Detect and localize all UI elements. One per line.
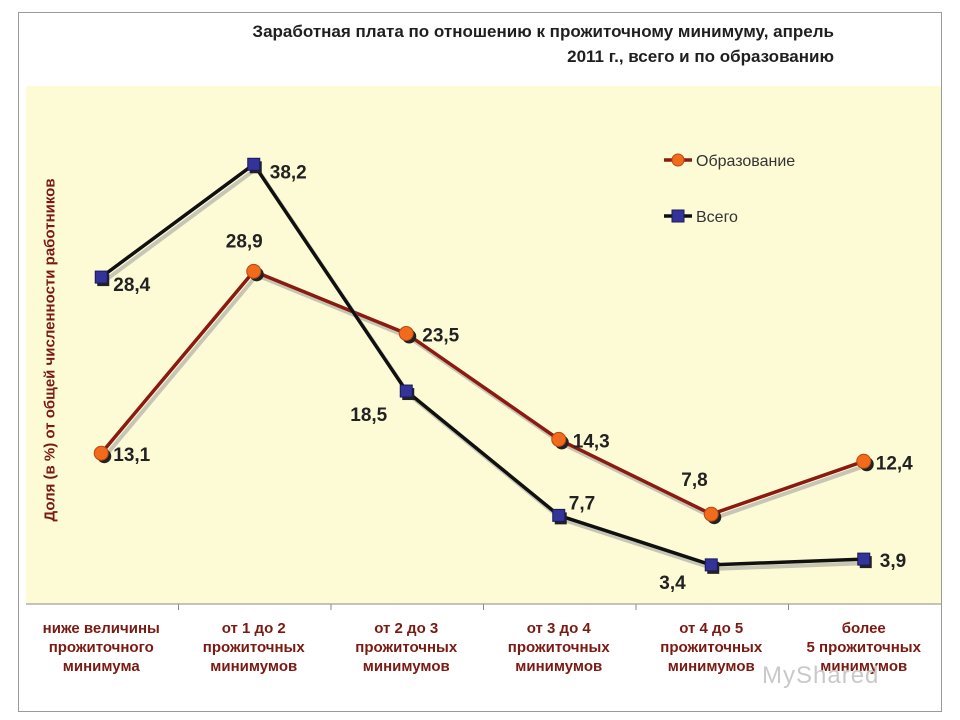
data-label: 28,9 (226, 231, 263, 252)
data-label: 23,5 (422, 325, 459, 346)
series-line (100, 162, 864, 567)
x-tick-label: более 5 прожиточных минимумов (788, 619, 940, 676)
x-tick-label-line: прожиточных (355, 639, 458, 656)
x-tick-label-line: более (841, 620, 886, 637)
x-tick-label-line: прожиточных (202, 639, 305, 656)
chart-title-line-1: Заработная плата по отношению к прожиточ… (252, 22, 834, 41)
watermark: MyShared (762, 662, 880, 689)
data-point (94, 270, 108, 284)
y-axis-label: Доля (в %) от общей численности работник… (41, 178, 59, 522)
x-tick-label: от 3 до 4 прожиточных минимумов (483, 619, 635, 676)
x-tick-label-line: минимумов (362, 658, 450, 675)
data-point (552, 508, 566, 522)
x-tick-label-line: от 3 до 4 (526, 620, 591, 637)
x-tick-label-line: от 1 до 2 (221, 620, 286, 637)
legend-label: Образование (696, 153, 795, 170)
data-label: 3,9 (880, 551, 906, 572)
plot-area (26, 86, 941, 604)
data-point (398, 325, 414, 341)
data-point (551, 431, 567, 447)
data-point (399, 384, 413, 398)
data-point (246, 263, 262, 279)
data-label: 7,7 (569, 493, 595, 514)
legend: Образование Всего (664, 153, 795, 226)
data-point (93, 445, 109, 461)
data-point (704, 558, 718, 572)
data-label: 7,8 (681, 470, 707, 491)
data-point (703, 506, 719, 522)
x-tick-label: ниже величины прожиточного минимума (25, 619, 177, 676)
x-tick-label-line: от 4 до 5 (679, 620, 744, 637)
data-point (247, 157, 261, 171)
series-line (99, 269, 865, 516)
x-tick-label-line: прожиточного (48, 639, 154, 656)
legend-marker (671, 153, 685, 167)
data-point (857, 552, 871, 566)
x-tick-label-line: прожиточных (507, 639, 610, 656)
x-tick-label-line: прожиточных (660, 639, 763, 656)
data-label: 13,1 (113, 445, 150, 466)
data-label: 3,4 (659, 573, 686, 594)
legend-marker (671, 209, 685, 223)
chart-title-line-2: 2011 г., всего и по образованию (567, 47, 834, 66)
x-tick-label: от 2 до 3 прожиточных минимумов (330, 619, 482, 676)
data-label: 12,4 (876, 453, 913, 474)
x-tick-label-line: ниже величины (42, 620, 160, 637)
x-tick-label-line: от 2 до 3 (374, 620, 439, 637)
x-tick-label-line: минимума (62, 658, 140, 675)
x-tick-label: от 4 до 5 прожиточных минимумов (635, 619, 787, 676)
data-label: 38,2 (270, 162, 307, 183)
data-point (856, 453, 872, 469)
data-label: 28,4 (113, 275, 150, 296)
x-tick-label-line: 5 прожиточных (806, 639, 921, 656)
x-tick-label-line: минимумов (820, 658, 908, 675)
x-tick-label-line: минимумов (667, 658, 755, 675)
x-tick-label-line: минимумов (210, 658, 298, 675)
x-tick-label-line: минимумов (515, 658, 603, 675)
legend-label: Всего (696, 209, 738, 226)
data-label: 14,3 (573, 431, 610, 452)
data-label: 18,5 (350, 405, 387, 426)
x-tick-label: от 1 до 2 прожиточных минимумов (178, 619, 330, 676)
